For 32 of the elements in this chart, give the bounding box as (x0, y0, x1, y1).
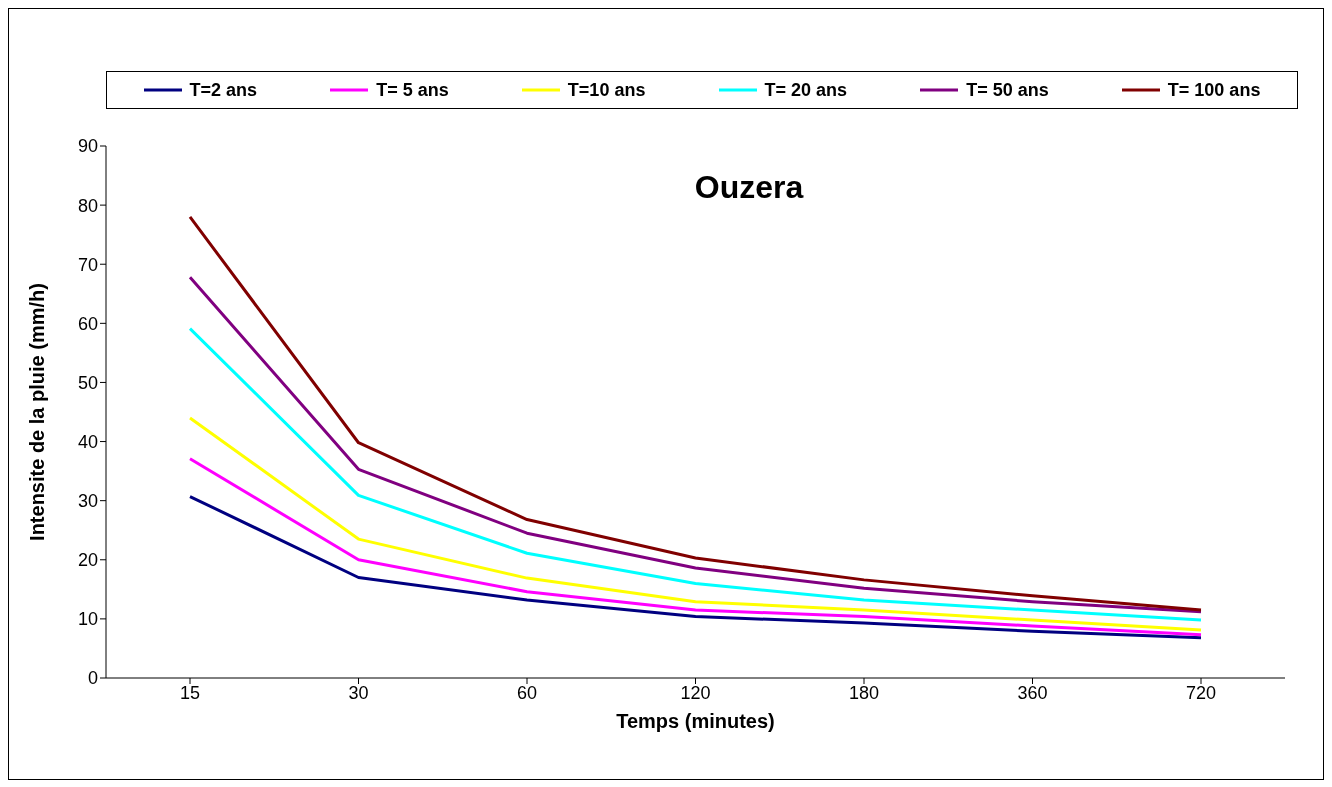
legend-label: T=10 ans (567, 79, 646, 101)
x-axis-title: Temps (minutes) (616, 710, 775, 732)
line-series (188, 495, 1203, 640)
x-tick-label: 120 (680, 682, 711, 703)
y-tick-label: 0 (87, 668, 98, 689)
x-tick-label: 360 (1017, 682, 1048, 703)
line-series (188, 215, 1203, 612)
x-tick-label: 180 (848, 682, 880, 703)
text: Ouzera (693, 169, 805, 206)
legend-label: T= 50 ans (966, 79, 1049, 101)
y-tick-label: 50 (77, 372, 98, 393)
y-tick-label: 80 (77, 195, 98, 216)
y-tick-label: 70 (77, 254, 98, 275)
x-tick-label: 720 (1185, 682, 1217, 703)
y-tick-label: 60 (77, 313, 98, 334)
y-axis-title: Intensite de la pluie (mm/h) (26, 283, 49, 541)
y-tick-label: 40 (77, 431, 98, 452)
legend-label: T= 100 ans (1167, 79, 1261, 101)
x-tick-label: 15 (179, 682, 201, 703)
line-series (188, 275, 1203, 614)
y-tick-label: 10 (77, 609, 98, 630)
legend-label: T= 5 ans (376, 79, 449, 101)
legend-label: T= 20 ans (764, 79, 848, 101)
line-series (188, 416, 1203, 632)
y-tick-label: 30 (77, 491, 98, 512)
x-tick-label: 30 (348, 682, 369, 703)
x-tick-label: 60 (516, 682, 538, 703)
line-series (188, 327, 1203, 622)
y-tick-label: 20 (77, 550, 98, 571)
legend-label: T=2 ans (189, 79, 258, 101)
y-tick-label: 90 (77, 136, 98, 157)
line-series (188, 457, 1203, 637)
